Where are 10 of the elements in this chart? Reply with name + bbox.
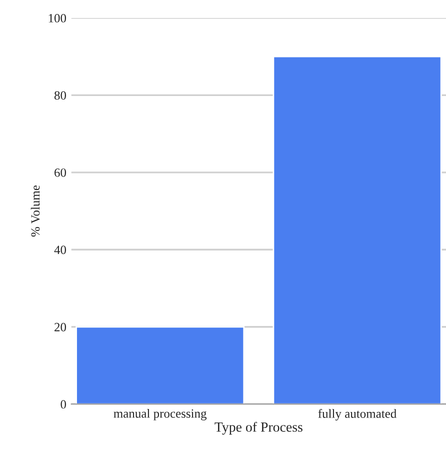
- y-tick-label: 100: [48, 14, 66, 22]
- y-tick-label: 20: [54, 322, 66, 332]
- y-tick-label: 40: [54, 246, 66, 254]
- x-tick-label: manual processing: [114, 408, 207, 420]
- x-tick-label: fully automated: [318, 408, 397, 420]
- y-tick-label: 0: [60, 400, 66, 409]
- y-tick-label: 80: [54, 91, 66, 100]
- x-axis-title: Type of Process: [214, 422, 302, 435]
- y-tick-label: 60: [54, 168, 66, 177]
- y-axis-title: % Volume: [30, 185, 40, 237]
